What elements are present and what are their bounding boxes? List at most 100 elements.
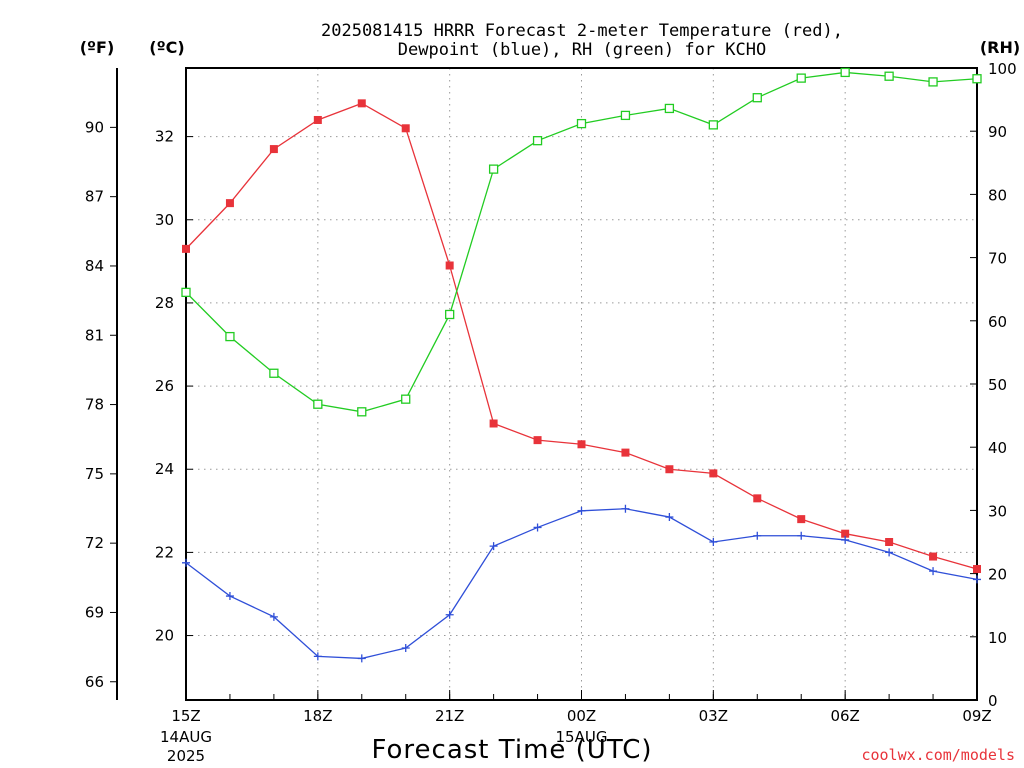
fahrenheit-tick-label: 84 — [85, 257, 104, 275]
data-series — [181, 67, 982, 663]
temperature-point — [797, 515, 806, 524]
x-tick-sublabel: 14AUG — [160, 728, 212, 746]
fahrenheit-tick-label: 90 — [85, 118, 104, 136]
rh-unit-label: (RH) — [980, 38, 1020, 57]
x-tick-sublabel: 15AUG — [556, 728, 608, 746]
temperature-point — [182, 244, 190, 253]
temperature-point — [401, 124, 410, 133]
rh-tick-label: 100 — [988, 60, 1017, 78]
credit-text: coolwx.com/models — [861, 746, 1015, 764]
rh-point — [796, 73, 806, 83]
dewpoint-point — [577, 506, 586, 515]
plot-frame — [185, 67, 978, 701]
celsius-tick-label: 24 — [155, 460, 174, 478]
celsius-tick-label: 28 — [155, 294, 174, 312]
rh-point — [225, 331, 235, 342]
temperature-point — [225, 199, 234, 208]
dewpoint-point — [973, 575, 981, 584]
rh-tick-label: 80 — [988, 186, 1007, 204]
temperature-point — [841, 529, 850, 538]
rh-point — [181, 287, 191, 298]
dewpoint-point — [401, 644, 410, 653]
fahrenheit-tick-label: 78 — [85, 396, 104, 414]
rh-point — [313, 399, 323, 409]
fahrenheit-tick-label: 81 — [85, 326, 104, 344]
celsius-tick-label: 26 — [155, 377, 174, 395]
chart-title-line-2: Dewpoint (blue), RH (green) for KCHO — [398, 40, 766, 60]
temperature-line — [185, 102, 978, 570]
rh-tick-label: 50 — [988, 376, 1007, 394]
temperature-point — [973, 565, 981, 574]
dewpoint-point — [929, 567, 938, 576]
fahrenheit-tick-label: 72 — [85, 534, 104, 552]
rh-point — [752, 93, 762, 103]
rh-tick-label: 0 — [988, 692, 998, 710]
rh-tick-label: 40 — [988, 439, 1007, 457]
dewpoint-point — [269, 612, 278, 621]
dewpoint-point — [357, 654, 366, 663]
rh-point — [576, 118, 587, 129]
dewpoint-point — [621, 504, 630, 513]
dewpoint-point — [709, 538, 718, 546]
rh-point — [445, 309, 455, 320]
fahrenheit-tick-label: 69 — [85, 603, 104, 621]
temperature-point — [489, 419, 498, 428]
x-tick-label: 06Z — [830, 707, 859, 725]
rh-tick-label: 20 — [988, 566, 1007, 584]
temperature-point — [357, 99, 366, 108]
temperature-point — [533, 436, 542, 445]
dewpoint-point — [797, 531, 806, 540]
temperature-point — [885, 538, 894, 546]
rh-point — [708, 120, 718, 130]
temperature-point — [313, 115, 322, 124]
celsius-tick-label: 22 — [155, 543, 174, 561]
dewpoint-point — [225, 592, 234, 601]
rh-tick-label: 70 — [988, 250, 1007, 268]
rh-point — [664, 103, 675, 114]
rh-tick-label: 90 — [988, 123, 1007, 141]
rh-point — [532, 136, 543, 146]
temperature-point — [929, 552, 938, 561]
fahrenheit-tick-label: 75 — [85, 465, 104, 483]
rh-point — [840, 67, 850, 78]
rh-point — [488, 164, 499, 174]
dewpoint-point — [533, 523, 542, 532]
rh-tick-label: 10 — [988, 629, 1007, 647]
rh-point — [269, 368, 279, 378]
celsius-unit-label: (ºC) — [149, 38, 184, 57]
x-tick-label: 18Z — [303, 707, 332, 725]
dewpoint-point — [841, 535, 850, 544]
x-tick-sublabel: 2025 — [167, 747, 205, 765]
x-tick-label: 09Z — [962, 707, 991, 725]
fahrenheit-tick-label: 66 — [85, 673, 104, 691]
dewpoint-point — [313, 652, 322, 661]
rh-tick-label: 60 — [988, 313, 1007, 331]
dewpoint-point — [753, 531, 762, 540]
x-tick-label: 15Z — [171, 707, 200, 725]
x-tick-label: 03Z — [699, 707, 728, 725]
temperature-point — [445, 261, 454, 270]
temperature-point — [621, 448, 630, 457]
x-tick-label: 00Z — [567, 707, 596, 725]
dewpoint-point — [885, 548, 894, 557]
fahrenheit-unit-label: (ºF) — [80, 38, 115, 57]
temperature-point — [753, 494, 762, 503]
tick-labels: 66 69 72 75 78 81 84 87 90 20 22 24 26 28 30 32 0 10 20 30 4… — [85, 60, 1017, 765]
rh-point — [972, 74, 982, 84]
rh-point — [928, 77, 938, 87]
fahrenheit-tick-label: 87 — [85, 188, 104, 206]
celsius-tick-label: 32 — [155, 128, 174, 146]
temperature-point — [577, 440, 586, 449]
x-tick-label: 21Z — [435, 707, 464, 725]
dewpoint-point — [489, 542, 498, 551]
grid-lines — [186, 68, 977, 700]
temperature-point — [665, 465, 674, 474]
dewpoint-point — [182, 558, 190, 567]
temperature-point — [269, 145, 278, 154]
dewpoint-point — [445, 610, 454, 619]
celsius-tick-label: 30 — [155, 211, 174, 229]
axes — [110, 67, 978, 701]
temperature-point — [709, 469, 718, 478]
rh-tick-label: 30 — [988, 502, 1007, 520]
